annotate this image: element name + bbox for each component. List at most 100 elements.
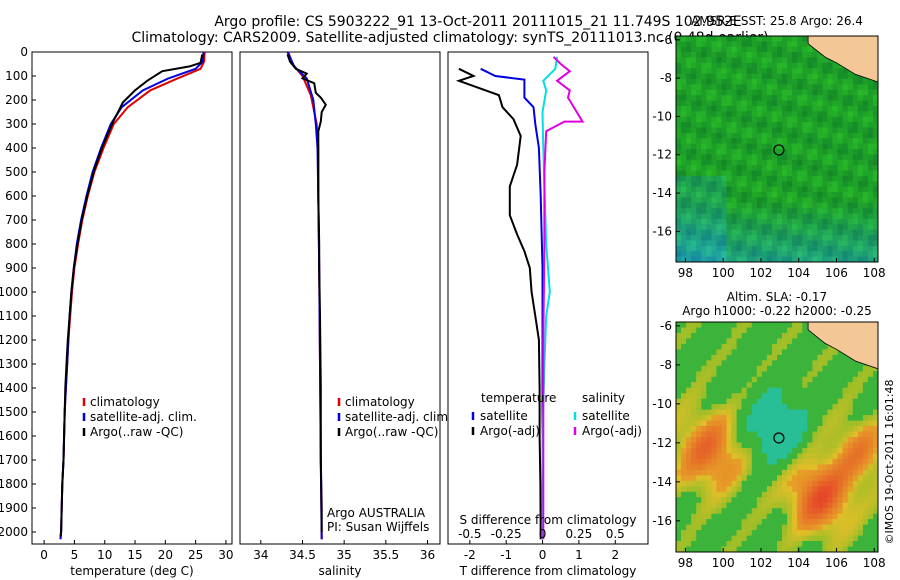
heatmap-cell (812, 111, 818, 118)
heatmap-cell (792, 376, 798, 383)
heatmap-cell (852, 409, 859, 416)
heatmap-cell (772, 202, 778, 209)
heatmap-cell (751, 138, 758, 144)
heatmap-cell (847, 95, 854, 101)
heatmap-cell (746, 235, 753, 241)
heatmap-cell (691, 197, 697, 204)
heatmap-cell (766, 224, 773, 231)
heatmap-cell (807, 338, 813, 345)
heatmap-cell (681, 192, 687, 198)
heatmap-cell (746, 46, 753, 53)
heatmap-cell (751, 333, 758, 339)
heatmap-cell (746, 480, 753, 487)
heatmap-cell (756, 245, 763, 252)
heatmap-cell (721, 508, 727, 515)
heatmap-cell (847, 393, 854, 400)
heatmap-cell (686, 420, 692, 427)
heatmap-cell (686, 165, 692, 171)
heatmap-cell (857, 448, 864, 454)
heatmap-cell (686, 338, 692, 345)
heatmap-cell (756, 95, 763, 101)
heatmap-cell (797, 256, 803, 263)
heatmap-cell (772, 475, 778, 482)
heatmap-cell (736, 448, 743, 454)
heatmap-cell (676, 192, 682, 198)
heatmap-cell (787, 154, 793, 161)
heatmap-cell (777, 349, 783, 356)
heatmap-cell (676, 235, 682, 241)
heatmap-cell (797, 365, 803, 372)
heatmap-cell (686, 393, 692, 400)
heatmap-cell (726, 338, 732, 345)
heatmap-cell (741, 240, 748, 247)
heatmap-cell (797, 437, 803, 443)
heatmap-cell (822, 202, 828, 209)
heatmap-cell (681, 100, 687, 107)
heatmap-cell (812, 186, 818, 193)
heatmap-cell (873, 382, 879, 389)
heatmap-cell (802, 62, 808, 69)
heatmap-cell (741, 409, 748, 416)
heatmap-cell (761, 409, 768, 416)
heatmap-cell (812, 79, 818, 85)
heatmap-cell (822, 497, 828, 504)
heatmap-cell (817, 486, 823, 493)
heatmap-cell (873, 192, 879, 198)
heatmap-cell (706, 387, 712, 394)
heatmap-cell (731, 491, 737, 498)
heatmap-cell (802, 229, 808, 236)
heatmap-cell (827, 213, 833, 220)
heatmap-cell (711, 437, 717, 443)
heatmap-cell (701, 464, 707, 471)
heatmap-cell (827, 181, 833, 188)
heatmap-cell (797, 480, 803, 487)
heatmap-cell (782, 458, 788, 465)
heatmap-cell (832, 245, 838, 252)
heatmap-cell (777, 240, 783, 247)
heatmap-cell (797, 469, 803, 476)
heatmap-cell (706, 149, 712, 155)
heatmap-cell (873, 415, 879, 421)
heatmap-cell (817, 546, 823, 553)
heatmap-cell (772, 333, 778, 339)
heatmap-cell (701, 376, 707, 383)
heatmap-cell (761, 256, 768, 263)
heatmap-cell (761, 170, 768, 177)
heatmap-cell (822, 502, 828, 509)
heatmap-cell (766, 480, 773, 487)
heatmap-cell (787, 143, 793, 150)
heatmap-cell (741, 327, 748, 334)
heatmap-cell (756, 475, 763, 482)
heatmap-cell (746, 208, 753, 214)
heatmap-cell (817, 219, 823, 225)
heatmap-cell (701, 469, 707, 476)
heatmap-cell (686, 469, 692, 476)
heatmap-cell (867, 497, 874, 504)
heatmap-cell (746, 437, 753, 443)
heatmap-cell (686, 333, 692, 339)
heatmap-cell (777, 398, 783, 405)
heatmap-cell (812, 437, 818, 443)
heatmap-cell (867, 426, 874, 432)
heatmap-cell (817, 122, 823, 128)
heatmap-cell (701, 89, 707, 96)
heatmap-cell (711, 240, 717, 247)
heatmap-cell (842, 546, 849, 553)
heatmap-cell (837, 475, 844, 482)
heatmap-cell (792, 165, 798, 171)
heatmap-cell (842, 192, 849, 198)
heatmap-cell (741, 546, 748, 553)
heatmap-cell (787, 431, 793, 438)
heatmap-cell (797, 132, 803, 139)
heatmap-cell (817, 100, 823, 107)
heatmap-cell (842, 122, 849, 128)
heatmap-cell (837, 354, 844, 361)
heatmap-cell (681, 106, 687, 112)
heatmap-cell (792, 420, 798, 427)
heatmap-cell (792, 360, 798, 367)
heatmap-cell (706, 95, 712, 101)
heatmap-cell (736, 68, 743, 75)
heatmap-cell (736, 442, 743, 449)
heatmap-cell (736, 415, 743, 421)
heatmap-cell (751, 132, 758, 139)
